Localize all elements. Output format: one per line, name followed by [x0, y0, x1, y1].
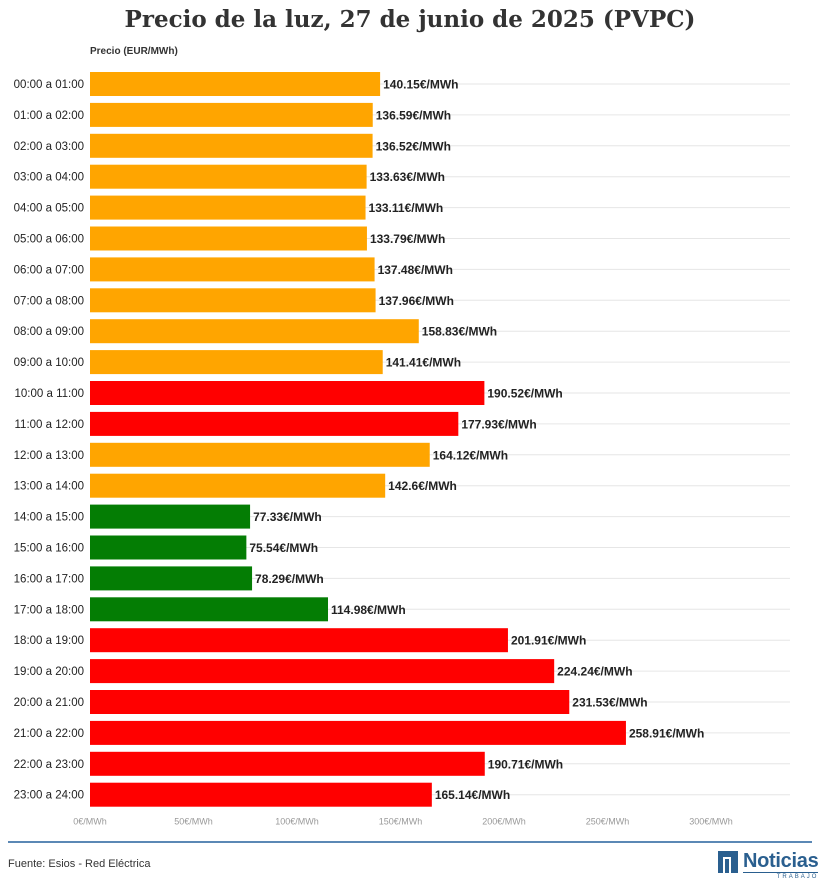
bar [90, 381, 485, 405]
category-label: 20:00 a 21:00 [14, 697, 84, 709]
category-label: 11:00 a 12:00 [15, 419, 85, 431]
bar [90, 350, 383, 375]
category-label: 00:00 a 01:00 [14, 79, 84, 91]
value-label: 133.63€/MWh [370, 170, 445, 184]
value-label: 137.96€/MWh [379, 294, 454, 308]
category-label: 02:00 a 03:00 [14, 141, 84, 153]
x-tick-label: 100€/MWh [275, 817, 319, 827]
value-label: 75.54€/MWh [249, 541, 318, 555]
bar [90, 473, 386, 498]
bar [90, 257, 375, 282]
value-label: 77.33€/MWh [253, 510, 322, 524]
bar [90, 597, 329, 622]
bar [90, 102, 373, 127]
value-label: 140.15€/MWh [383, 78, 458, 92]
bar [90, 566, 253, 591]
bar [90, 659, 555, 684]
category-label: 09:00 a 10:00 [14, 357, 84, 369]
chart-title: Precio de la luz, 27 de junio de 2025 (P… [124, 6, 696, 33]
value-label: 164.12€/MWh [433, 448, 508, 462]
category-label: 14:00 a 15:00 [14, 512, 84, 524]
value-label: 137.48€/MWh [378, 263, 453, 277]
value-label: 142.6€/MWh [388, 479, 457, 493]
value-label: 258.91€/MWh [629, 726, 704, 740]
category-label: 17:00 a 18:00 [14, 604, 84, 616]
x-tick-label: 250€/MWh [586, 817, 630, 827]
value-label: 190.52€/MWh [487, 387, 562, 401]
category-label: 16:00 a 17:00 [14, 573, 84, 585]
category-label: 08:00 a 09:00 [14, 326, 84, 338]
logo: Noticias TRABAJO [718, 850, 819, 880]
bar [90, 411, 459, 436]
category-label: 06:00 a 07:00 [14, 264, 84, 276]
footer-divider [8, 841, 812, 843]
x-tick-label: 200€/MWh [482, 817, 526, 827]
logo-mark-icon [718, 851, 738, 873]
category-label: 10:00 a 11:00 [15, 388, 85, 400]
value-label: 224.24€/MWh [557, 665, 632, 679]
bar [90, 504, 251, 529]
source-note: Fuente: Esios - Red Eléctrica [8, 858, 151, 870]
x-tick-label: 150€/MWh [379, 817, 423, 827]
category-label: 01:00 a 02:00 [14, 110, 84, 122]
logo-subtitle: TRABAJO [743, 872, 819, 880]
bar [90, 690, 570, 714]
category-label: 21:00 a 22:00 [14, 728, 84, 740]
value-label: 141.41€/MWh [386, 356, 461, 370]
bar [90, 442, 430, 467]
category-label: 15:00 a 16:00 [14, 543, 84, 555]
value-label: 201.91€/MWh [511, 634, 586, 648]
value-label: 78.29€/MWh [255, 572, 324, 586]
category-label: 22:00 a 23:00 [14, 759, 84, 771]
value-label: 177.93€/MWh [461, 417, 536, 431]
value-label: 133.79€/MWh [370, 232, 445, 246]
bar [90, 288, 376, 313]
x-tick-label: 0€/MWh [73, 817, 107, 827]
value-label: 231.53€/MWh [572, 696, 647, 710]
category-label: 05:00 a 06:00 [14, 234, 84, 246]
logo-name: Noticias [743, 850, 819, 872]
bar [90, 226, 367, 251]
price-bar-chart: 00:00 a 01:00 140.15€/MWh 01:00 a 02:00 136… [14, 72, 790, 827]
category-label: 12:00 a 13:00 [14, 450, 84, 462]
category-label: 23:00 a 24:00 [14, 790, 84, 802]
category-label: 18:00 a 19:00 [14, 635, 84, 647]
bar [90, 628, 508, 653]
category-label: 04:00 a 05:00 [14, 203, 84, 215]
bar [90, 195, 366, 220]
value-label: 133.11€/MWh [369, 201, 444, 215]
bar [90, 720, 626, 745]
bar [90, 782, 432, 807]
bar [90, 319, 419, 344]
bar [90, 751, 485, 776]
value-label: 190.71€/MWh [488, 757, 563, 771]
category-label: 13:00 a 14:00 [14, 481, 84, 493]
value-label: 114.98€/MWh [331, 603, 406, 617]
unit-label: Precio (EUR/MWh) [90, 46, 178, 57]
bar [90, 72, 381, 96]
value-label: 136.59€/MWh [376, 108, 451, 122]
value-label: 136.52€/MWh [376, 139, 451, 153]
x-tick-label: 50€/MWh [174, 817, 213, 827]
bar [90, 535, 247, 560]
bar [90, 133, 373, 158]
value-label: 165.14€/MWh [435, 788, 510, 802]
value-label: 158.83€/MWh [422, 325, 497, 339]
bar [90, 164, 367, 189]
category-label: 07:00 a 08:00 [14, 295, 84, 307]
category-label: 19:00 a 20:00 [14, 666, 84, 678]
category-label: 03:00 a 04:00 [14, 172, 84, 184]
x-tick-label: 300€/MWh [689, 817, 733, 827]
